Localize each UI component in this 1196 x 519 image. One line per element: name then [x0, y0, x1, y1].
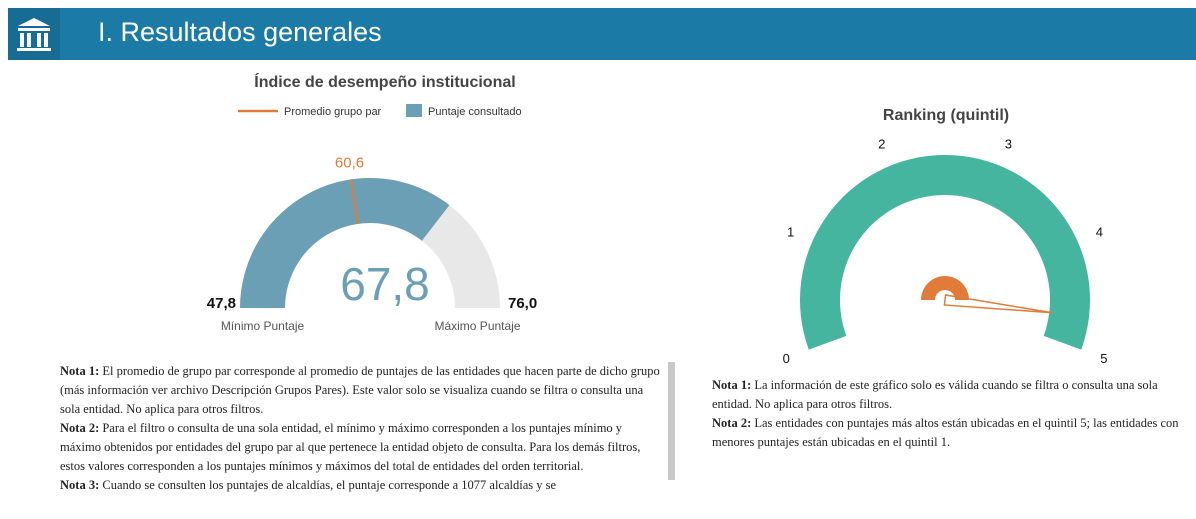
note-text: Las entidades con puntajes más altos est…: [712, 416, 1179, 449]
end-caption: Mínimo Puntaje: [221, 319, 305, 333]
tick-label: 1: [787, 224, 794, 239]
header-title: I. Resultados generales: [98, 17, 382, 47]
tick-label: 3: [1005, 136, 1012, 151]
note: Nota 1: El promedio de grupo par corresp…: [60, 362, 664, 419]
gauge-band: [799, 154, 1090, 350]
note-text: El promedio de grupo par corresponde al …: [60, 364, 660, 416]
legend-label: Promedio grupo par: [284, 106, 382, 118]
building-icon: [17, 18, 51, 51]
end-label: 47,8: [207, 295, 236, 312]
legend-label: Puntaje consultado: [428, 106, 522, 118]
tick-label: 2: [878, 136, 885, 151]
header-bar: [8, 8, 1196, 60]
note-label: Nota 3:: [60, 478, 100, 492]
average-label: 60,6: [335, 154, 364, 171]
scrollbar[interactable]: [668, 362, 675, 480]
end-label: 76,0: [508, 295, 537, 312]
end-caption: Máximo Puntaje: [434, 319, 520, 333]
gauge-fill: [240, 178, 450, 308]
note: Nota 1: La información de este gráfico s…: [712, 376, 1190, 414]
value-label: 67,8: [340, 258, 430, 310]
tick-label: 0: [783, 351, 790, 366]
note-label: Nota 1:: [60, 364, 100, 378]
average-marker: [350, 179, 359, 225]
note-text: Cuando se consulten los puntajes de alca…: [102, 478, 557, 492]
note-label: Nota 1:: [712, 378, 752, 392]
needle: [943, 294, 1053, 314]
legend-swatch: [406, 104, 422, 117]
header-icon: [8, 8, 60, 60]
chart-title: Ranking (quintil): [883, 107, 1009, 124]
notes-right: Nota 1: La información de este gráfico s…: [712, 376, 1190, 452]
note: Nota 2: Las entidades con puntajes más a…: [712, 414, 1190, 452]
note-label: Nota 2:: [712, 416, 752, 430]
note-text: La información de este gráfico solo es v…: [712, 378, 1158, 411]
note: Nota 2: Para el filtro o consulta de una…: [60, 419, 664, 476]
note-text: Para el filtro o consulta de una sola en…: [60, 421, 641, 473]
notes-left[interactable]: Nota 1: El promedio de grupo par corresp…: [60, 362, 664, 519]
chart-title: Índice de desempeño institucional: [254, 72, 515, 91]
note: Nota 3: Cuando se consulten los puntajes…: [60, 476, 664, 495]
needle-hub: [921, 276, 969, 300]
note-label: Nota 2:: [60, 421, 100, 435]
tick-label: 5: [1100, 351, 1107, 366]
tick-label: 4: [1096, 224, 1103, 239]
